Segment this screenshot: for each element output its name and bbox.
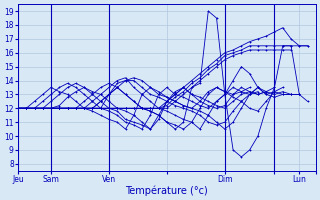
X-axis label: Température (°c): Température (°c) (125, 185, 208, 196)
